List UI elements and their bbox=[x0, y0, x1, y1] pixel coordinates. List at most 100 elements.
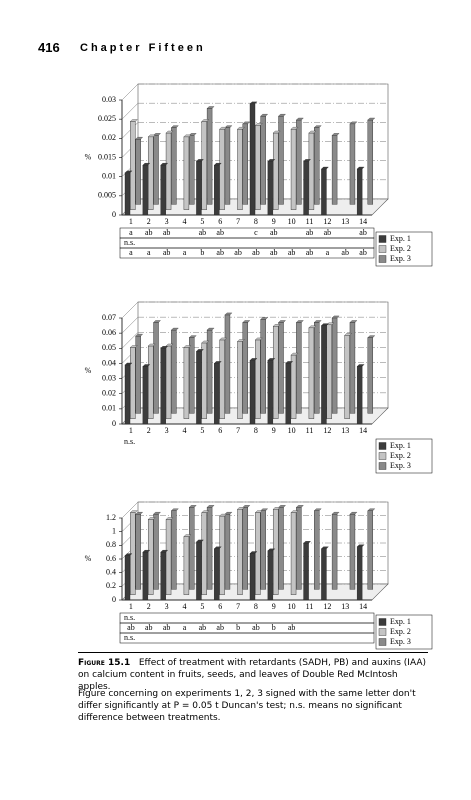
significance-letter: ab bbox=[270, 228, 278, 237]
bar bbox=[296, 322, 302, 414]
bar bbox=[219, 339, 225, 419]
legend-swatch bbox=[378, 618, 387, 626]
bar bbox=[165, 132, 172, 210]
legend-swatch bbox=[378, 235, 387, 243]
bar-top bbox=[153, 512, 161, 515]
figure: Calcium content in fruits%00.0050.010.01… bbox=[85, 83, 433, 650]
x-tick-label: 5 bbox=[200, 217, 204, 226]
bar bbox=[349, 322, 356, 414]
legend-label: Exp. 2 bbox=[390, 244, 411, 253]
caption-label: Figure 15.1 bbox=[78, 658, 131, 668]
grid-connector bbox=[121, 301, 139, 319]
legend-label: Exp. 3 bbox=[390, 254, 411, 263]
legend-swatch bbox=[378, 442, 387, 450]
significance-letter: c bbox=[254, 228, 258, 237]
bar-top bbox=[267, 358, 276, 361]
x-tick-label: 7 bbox=[236, 217, 240, 226]
x-tick-label: 9 bbox=[272, 426, 276, 435]
y-tick-label: 0.03 bbox=[102, 373, 116, 382]
bar bbox=[237, 509, 243, 595]
bar-top bbox=[321, 323, 329, 326]
rule bbox=[78, 652, 428, 653]
y-tick-label: 0.02 bbox=[102, 389, 116, 398]
bar-top bbox=[129, 119, 138, 122]
significance-letter: ab bbox=[163, 228, 171, 237]
significance-label: n.s. bbox=[124, 613, 135, 622]
significance-letter: ab bbox=[127, 623, 135, 632]
bar bbox=[206, 108, 213, 205]
significance-cell bbox=[119, 237, 375, 249]
bar bbox=[201, 121, 207, 210]
x-tick-label: 11 bbox=[306, 602, 314, 611]
bar bbox=[356, 366, 363, 425]
bar bbox=[278, 507, 284, 590]
bar-top bbox=[196, 349, 204, 352]
y-tick-label: 0.04 bbox=[102, 358, 116, 367]
x-tick-label: 12 bbox=[323, 426, 331, 435]
x-tick-label: 4 bbox=[183, 602, 187, 611]
bar-top bbox=[321, 166, 329, 170]
bar-top bbox=[267, 548, 276, 551]
significance-letter: a bbox=[326, 248, 330, 257]
bar-top bbox=[308, 325, 317, 328]
bar-top bbox=[349, 121, 358, 124]
bar-top bbox=[313, 320, 322, 323]
y-tick-label: 0.02 bbox=[102, 133, 116, 142]
significance-letter: ab bbox=[252, 623, 260, 632]
legend-label: Exp. 1 bbox=[390, 617, 411, 626]
bar bbox=[278, 322, 284, 414]
y-tick-label: 0 bbox=[112, 210, 116, 219]
bar bbox=[237, 341, 243, 419]
grid-connector bbox=[121, 83, 139, 101]
x-tick-label: 14 bbox=[359, 426, 367, 435]
bar bbox=[314, 127, 320, 205]
bar bbox=[272, 326, 279, 419]
x-tick-label: 6 bbox=[218, 426, 222, 435]
bar bbox=[303, 543, 309, 601]
bar-top bbox=[171, 125, 179, 128]
y-tick-label: 0.06 bbox=[102, 328, 116, 337]
bar-top bbox=[213, 163, 222, 166]
bar bbox=[290, 128, 297, 210]
significance-letter: ab bbox=[216, 248, 224, 257]
bar-top bbox=[183, 534, 192, 537]
bar bbox=[260, 115, 266, 205]
grid-connector bbox=[121, 332, 139, 349]
bar bbox=[314, 322, 320, 414]
bar-top bbox=[296, 505, 304, 508]
bar bbox=[260, 319, 266, 414]
bar bbox=[196, 351, 202, 425]
y-tick-label: 0.005 bbox=[98, 191, 116, 200]
bar bbox=[296, 119, 302, 205]
caption: Figure 15.1 Effect of treatment with ret… bbox=[78, 657, 428, 693]
bar bbox=[142, 164, 149, 216]
bar bbox=[344, 335, 350, 419]
x-tick-label: 4 bbox=[183, 426, 187, 435]
bar-top bbox=[278, 114, 286, 117]
significance-letter: ab bbox=[163, 623, 171, 632]
bar bbox=[135, 138, 141, 205]
bar bbox=[206, 507, 213, 590]
x-tick-label: 3 bbox=[165, 426, 169, 435]
bar-top bbox=[242, 320, 251, 323]
bar-top bbox=[367, 508, 376, 511]
bar-top bbox=[147, 517, 156, 520]
significance-letter: b bbox=[272, 623, 276, 632]
x-tick-label: 14 bbox=[359, 602, 367, 611]
x-tick-label: 3 bbox=[165, 602, 169, 611]
caption-text: Effect of treatment with retardants (SAD… bbox=[78, 658, 427, 692]
significance-label: n.s. bbox=[124, 437, 135, 446]
bar-top bbox=[219, 337, 227, 341]
significance-letter: ab bbox=[359, 228, 367, 237]
bar-top bbox=[285, 361, 294, 364]
x-tick-label: 2 bbox=[147, 426, 151, 435]
y-tick-label: 1.2 bbox=[106, 513, 116, 522]
bar-top bbox=[183, 345, 192, 348]
x-tick-label: 5 bbox=[200, 602, 204, 611]
x-tick-label: 8 bbox=[254, 426, 258, 435]
x-tick-label: 11 bbox=[306, 426, 314, 435]
significance-letter: b bbox=[236, 623, 240, 632]
y-axis-label: % bbox=[85, 152, 92, 161]
bar bbox=[189, 507, 195, 590]
significance-letter: ab bbox=[163, 248, 171, 257]
